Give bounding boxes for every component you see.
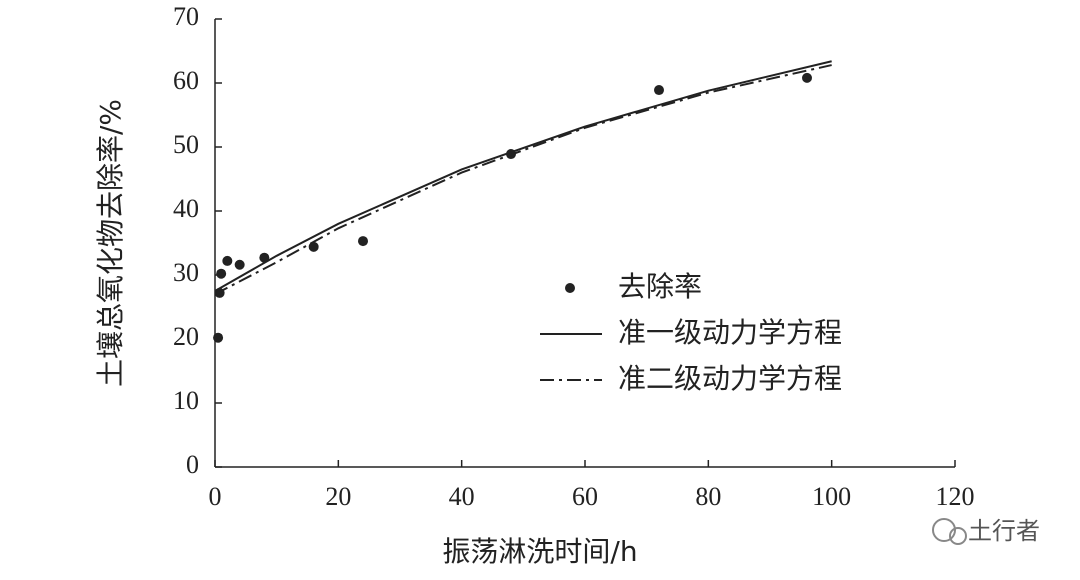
fit-line: [214, 64, 832, 296]
y-tick-label: 20: [173, 322, 199, 351]
data-point: [222, 255, 233, 266]
y-tick-label: 50: [173, 130, 199, 159]
y-tick-label: 10: [173, 386, 199, 415]
data-point: [308, 241, 319, 252]
y-tick-label: 60: [173, 66, 199, 95]
y-axis-label: 土壤总氧化物去除率/%: [94, 99, 127, 387]
x-tick-label: 120: [936, 482, 975, 511]
watermark: 土行者: [932, 517, 1040, 545]
y-tick-label: 0: [186, 450, 199, 479]
fit-line: [214, 60, 832, 292]
x-tick-label: 20: [325, 482, 351, 511]
data-point: [234, 259, 245, 270]
legend-marker: [565, 283, 575, 293]
x-tick-label: 60: [572, 482, 598, 511]
data-point: [802, 72, 812, 83]
legend-label: 准一级动力学方程: [618, 316, 842, 349]
legend-label: 去除率: [618, 270, 702, 303]
y-tick-label: 30: [173, 258, 199, 287]
x-axis-label: 振荡淋洗时间/h: [442, 535, 637, 568]
data-point: [358, 236, 368, 247]
x-tick-label: 80: [695, 482, 721, 511]
watermark-icon: [949, 527, 967, 545]
x-tick-label: 0: [209, 482, 222, 511]
data-point: [259, 252, 270, 263]
data-point: [213, 332, 224, 343]
watermark-text: 土行者: [968, 517, 1040, 545]
y-tick-label: 70: [173, 2, 199, 31]
x-tick-label: 100: [812, 482, 851, 511]
data-point: [216, 268, 227, 279]
y-tick-label: 40: [173, 194, 199, 223]
watermark-icon: [932, 518, 956, 542]
x-tick-label: 40: [449, 482, 475, 511]
data-point: [654, 85, 664, 96]
legend-label: 准二级动力学方程: [618, 362, 842, 395]
